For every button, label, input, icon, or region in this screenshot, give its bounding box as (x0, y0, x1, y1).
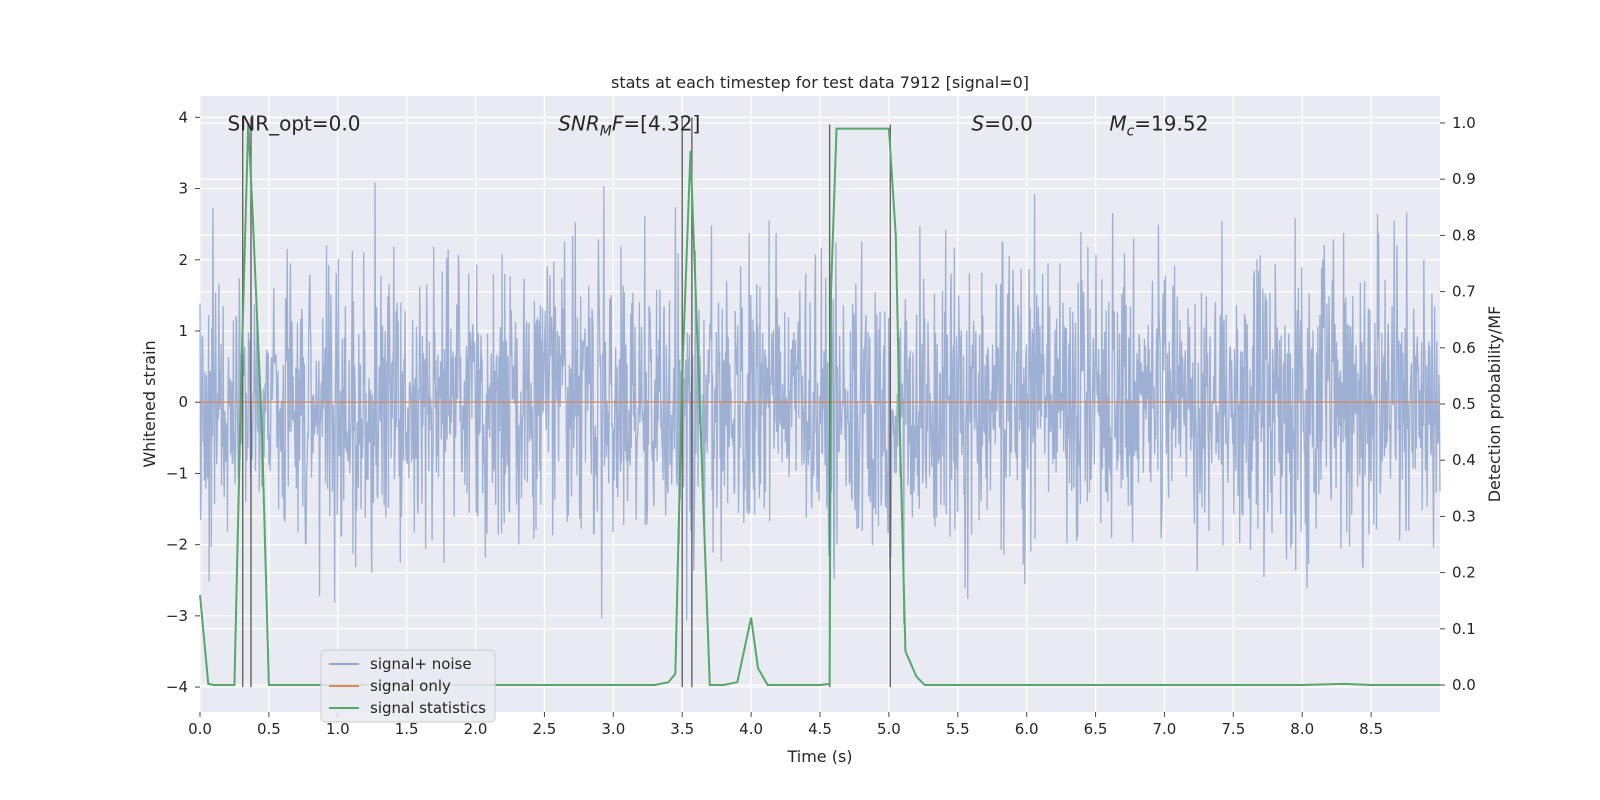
x-tick-label-13: 6.5 (1084, 720, 1108, 738)
annotation-2: S=0.0 (972, 111, 1033, 135)
y-right-tick-label-9: 0.1 (1452, 620, 1476, 638)
x-tick-label-4: 2.0 (464, 720, 488, 738)
x-tick-label-6: 3.0 (601, 720, 625, 738)
x-tick-label-12: 6.0 (1015, 720, 1039, 738)
y-tick-label-5: −1 (166, 464, 188, 482)
x-tick-label-14: 7.0 (1153, 720, 1177, 738)
x-tick-label-7: 3.5 (670, 720, 694, 738)
annotation-3-part-2: =19.52 (1134, 111, 1208, 135)
x-axis-ticks: 0.0 0.5 1.0 1.5 2.0 2.5 3.0 3.5 4.0 4.5 5.0 5.5 6.0 6… (188, 712, 1383, 738)
legend-box (320, 649, 496, 723)
x-tick-label-3: 1.5 (395, 720, 419, 738)
y-tick-label-1: 3 (178, 180, 188, 198)
annotation-0: SNR_opt=0.0 (228, 111, 361, 135)
series-signal-statistics (199, 122, 1440, 687)
annotation-1: SNRMF=[4.32] (558, 111, 700, 139)
annotation-0-part-0: SNR_opt=0.0 (228, 111, 361, 135)
y-right-tick-label-0: 1.0 (1452, 114, 1476, 132)
y-right-tick-label-8: 0.2 (1452, 564, 1476, 582)
annotation-1-part-2: F (612, 111, 624, 135)
legend-label-signal-statistics: signal statistics (370, 699, 486, 717)
x-tick-label-10: 5.0 (877, 720, 901, 738)
y-tick-label-7: −3 (166, 607, 188, 625)
x-tick-label-11: 5.5 (946, 720, 970, 738)
annotation-1-part-0: SNR (558, 111, 600, 135)
legend: signal+ noise signal only signal statist… (320, 649, 496, 723)
series-signal-noise (199, 182, 1441, 624)
y-tick-label-8: −4 (166, 678, 188, 696)
y-tick-label-4: 0 (178, 393, 188, 411)
y-axis-right-label: Detection probability/MF (1485, 306, 1504, 503)
annotation-3-part-0: M (1109, 111, 1126, 135)
y-right-tick-label-3: 0.7 (1452, 283, 1476, 301)
legend-label-signal-noise: signal+ noise (370, 655, 472, 673)
y-right-tick-label-4: 0.6 (1452, 339, 1476, 357)
x-tick-label-15: 7.5 (1221, 720, 1245, 738)
annotation-1-part-3: =[4.32] (623, 111, 700, 135)
y-axis-right-ticks: 1.0 0.9 0.8 0.7 0.6 0.5 0.4 0.3 0.2 0.1 0.0 (1440, 114, 1476, 694)
annotation-2-part-1: =0.0 (984, 111, 1033, 135)
x-tick-label-2: 1.0 (326, 720, 350, 738)
y-right-tick-label-1: 0.9 (1452, 170, 1476, 188)
x-tick-label-8: 4.0 (739, 720, 763, 738)
y-tick-label-6: −2 (166, 536, 188, 554)
y-right-tick-label-7: 0.3 (1452, 507, 1476, 525)
y-axis-ticks: 4 3 2 1 0 −1 −2 −3 −4 (166, 108, 200, 696)
x-tick-label-9: 4.5 (808, 720, 832, 738)
annotation-2-part-0: S (972, 111, 985, 135)
annotations: SNR_opt=0.0 SNRMF=[4.32] S=0.0 Mc=19.52 (228, 111, 1209, 139)
x-tick-label-5: 2.5 (533, 720, 557, 738)
annotation-3-part-1: c (1127, 123, 1135, 139)
legend-label-signal-only: signal only (370, 677, 451, 695)
y-tick-label-2: 2 (178, 251, 188, 269)
signal-noise-series (199, 182, 1441, 624)
x-tick-label-0: 0.0 (188, 720, 212, 738)
y-right-tick-label-6: 0.4 (1452, 451, 1476, 469)
y-right-tick-label-10: 0.0 (1452, 676, 1476, 694)
signal-statistics-series (199, 122, 1440, 687)
y-tick-label-0: 4 (178, 108, 188, 126)
x-tick-label-16: 8.0 (1290, 720, 1314, 738)
y-right-tick-label-5: 0.5 (1452, 395, 1476, 413)
chart-title: stats at each timestep for test data 791… (611, 73, 1029, 92)
x-axis-label: Time (s) (786, 747, 852, 766)
x-tick-label-17: 8.5 (1359, 720, 1383, 738)
y-axis-label: Whitened strain (140, 340, 159, 467)
annotation-1-part-1: M (600, 123, 612, 139)
annotation-3: Mc=19.52 (1109, 111, 1208, 139)
x-tick-label-1: 0.5 (257, 720, 281, 738)
y-right-tick-label-2: 0.8 (1452, 226, 1476, 244)
y-tick-label-3: 1 (178, 322, 188, 340)
